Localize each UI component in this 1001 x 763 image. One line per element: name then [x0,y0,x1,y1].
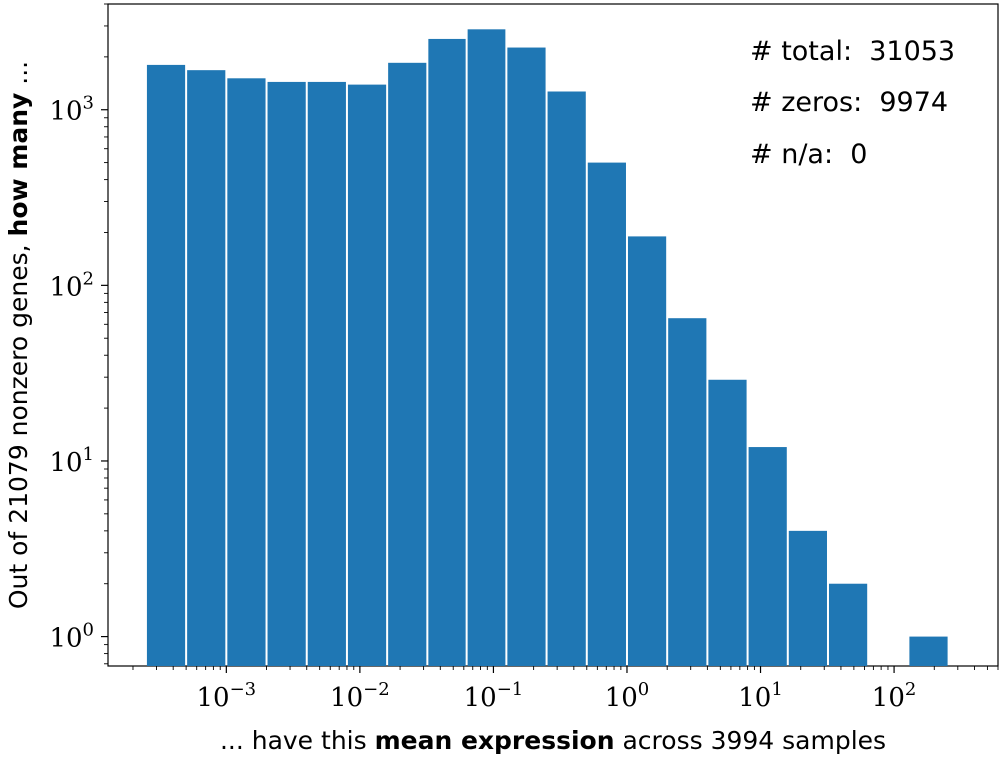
y-tick-label: 102 [49,268,94,302]
x-tick-label: 102 [872,679,917,713]
y-tick-label: 100 [49,620,94,654]
histogram-bar [668,318,707,666]
histogram-bar [547,91,586,667]
y-tick-label: 101 [49,444,94,478]
y-axis-label-prefix: Out of 21079 nonzero genes, [4,236,33,609]
annotation-zeros: # zeros: 9974 [750,87,948,118]
x-axis-label-suffix: across 3994 samples [615,726,887,755]
stats-annotations: # total: 31053 # zeros: 9974 # n/a: 0 [750,36,955,170]
annotation-total: # total: 31053 [750,36,955,67]
histogram-bar [428,38,466,666]
y-axis-label-bold: how many [4,93,33,237]
histogram-bar [828,583,868,666]
histogram-bar [467,29,506,666]
y-axis-label: Out of 21079 nonzero genes, how many ... [4,61,33,609]
x-axis-label: ... have this mean expression across 399… [220,726,886,755]
histogram-bar [187,70,226,666]
histogram-bar [708,379,747,666]
histogram-bar [627,236,667,666]
x-tick-label: 10−1 [464,679,524,713]
x-tick-label: 10−3 [197,679,257,713]
x-tick-label: 101 [738,679,783,713]
histogram-bar [587,162,626,666]
y-tick-label: 103 [49,93,94,127]
x-tick-label: 10−2 [330,679,390,713]
x-axis-ticks: 10−3 10−2 10−1 100 101 102 [132,666,999,713]
x-tick-label: 100 [605,679,650,713]
x-axis-label-prefix: ... have this [220,726,375,755]
histogram-bar [788,530,827,666]
histogram-bar [388,62,427,666]
histogram-bar [748,447,787,666]
annotation-na: # n/a: 0 [750,139,867,170]
histogram-bar [267,81,306,667]
bars-layer [146,29,948,667]
x-axis-label-bold: mean expression [375,726,615,755]
histogram-bar [146,64,186,666]
y-axis-ticks: 100 101 102 103 [49,3,108,665]
histogram-bar [507,47,546,667]
histogram-bar [347,84,387,667]
y-axis-label-suffix: ... [4,61,33,93]
histogram-bar [307,81,346,667]
histogram-bar [227,78,266,666]
histogram-bar [909,636,948,666]
